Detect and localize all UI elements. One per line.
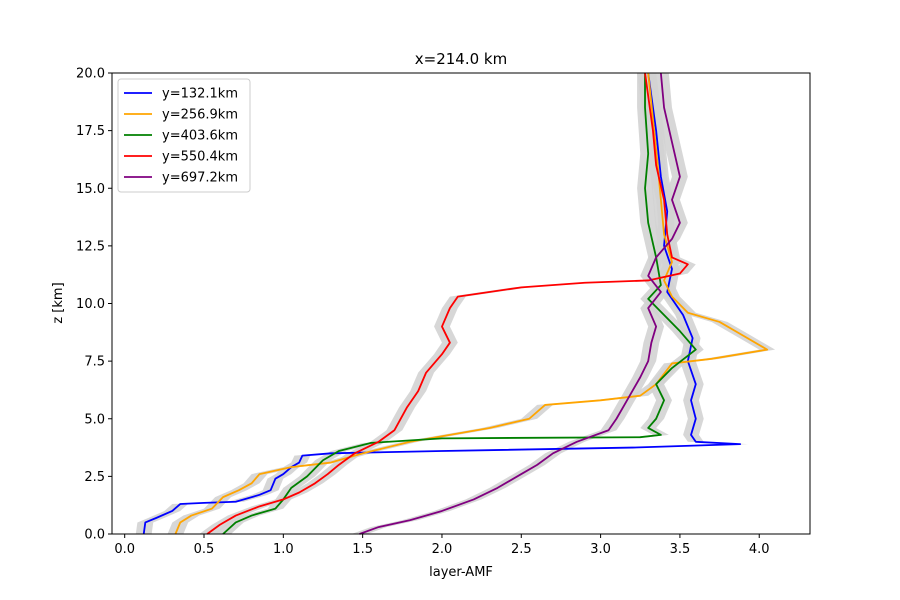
series-line-3: [222, 73, 697, 535]
series-line-4: [206, 72, 689, 535]
uncertainty-bands: [135, 73, 776, 534]
y-axis-label: z [km]: [51, 282, 66, 323]
x-tick-label: 0.0: [114, 542, 135, 557]
x-tick-label: 1.0: [273, 542, 294, 557]
y-tick-label: 7.5: [84, 355, 105, 370]
x-tick-label: 3.0: [590, 542, 611, 557]
y-tick-label: 15.0: [76, 182, 105, 197]
legend-label-4: y=550.4km: [162, 150, 238, 165]
y-tick-label: 20.0: [76, 67, 105, 82]
series-line-2: [174, 72, 769, 535]
legend-box: [117, 78, 251, 193]
legend-label-2: y=256.9km: [162, 108, 238, 123]
x-tick-label: 3.5: [670, 542, 691, 557]
x-tick-label: 1.5: [352, 542, 373, 557]
chart-title: x=214.0 km: [415, 50, 507, 68]
series-line-5: [359, 72, 681, 535]
y-tick-label: 0.0: [84, 528, 105, 543]
y-axis-ticks: 0.0 2.5 5.0 7.5 10.0 12.5 15.0 17.5 20.0: [76, 67, 112, 543]
x-tick-label: 4.0: [749, 542, 770, 557]
y-tick-label: 17.5: [76, 124, 105, 139]
y-tick-label: 2.5: [84, 470, 105, 485]
series-band-4: [199, 73, 696, 534]
x-axis-label: layer-AMF: [429, 565, 493, 580]
legend-label-5: y=697.2km: [162, 171, 238, 186]
x-axis-ticks: 0.0 0.5 1.0 1.5 2.0 2.5 3.0 3.5 4.0: [114, 534, 770, 557]
x-tick-label: 2.5: [511, 542, 532, 557]
y-tick-label: 12.5: [76, 239, 105, 254]
series-lines: [142, 72, 769, 535]
x-tick-label: 2.0: [432, 542, 453, 557]
y-tick-label: 5.0: [84, 412, 105, 427]
legend: y=132.1km y=256.9km y=403.6km y=550.4km y=69…: [117, 78, 251, 193]
y-tick-label: 10.0: [76, 297, 105, 312]
legend-label-1: y=132.1km: [162, 87, 238, 102]
series-line-1: [142, 72, 742, 535]
x-tick-label: 0.5: [194, 542, 215, 557]
legend-label-3: y=403.6km: [162, 129, 238, 144]
